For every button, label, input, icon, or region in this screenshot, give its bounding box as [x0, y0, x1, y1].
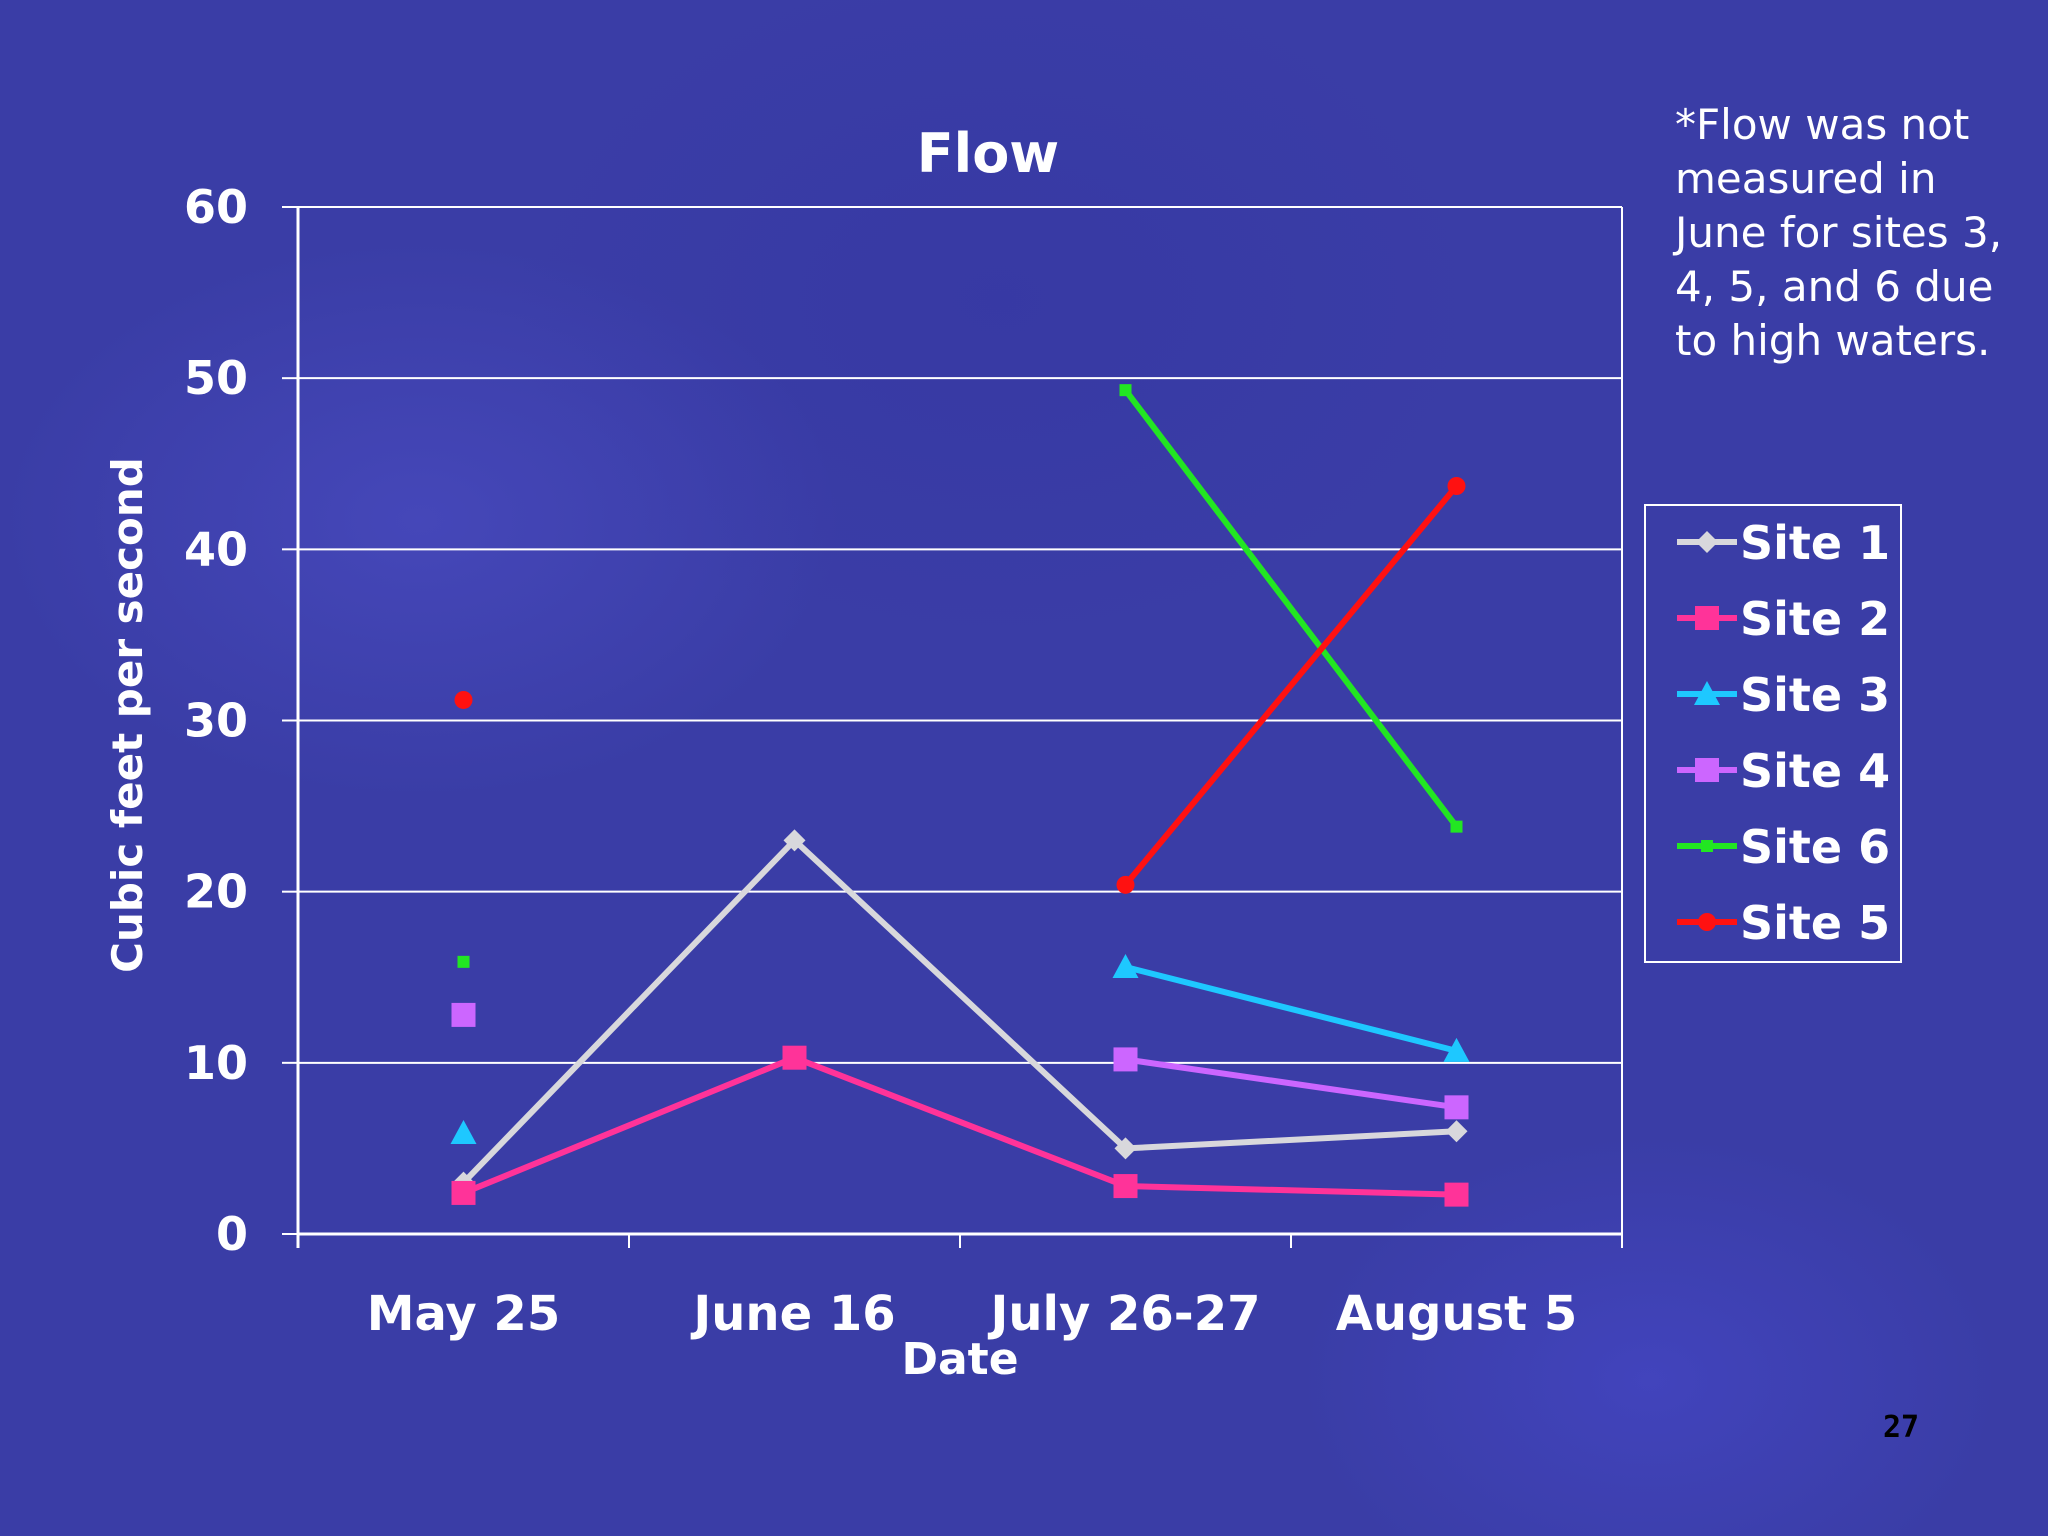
legend-entry: Site 2	[1677, 592, 1890, 646]
data-point-site-2	[1113, 1174, 1138, 1199]
data-point-site-6	[1119, 384, 1132, 397]
series-site-2	[451, 1045, 1469, 1207]
series-line	[1122, 963, 1460, 1054]
data-point-site-5	[1447, 477, 1466, 496]
y-tick-label: 50	[184, 351, 248, 405]
legend-label: Site 2	[1740, 592, 1890, 646]
data-point-site-2	[451, 1180, 476, 1205]
data-point-site-4	[1113, 1047, 1138, 1072]
data-point-site-6	[457, 955, 470, 968]
data-point-site-3	[450, 1120, 477, 1145]
y-tick-label: 20	[184, 865, 248, 919]
x-tick-label: May 25	[367, 1286, 560, 1342]
series-site-4	[451, 1002, 1469, 1120]
data-point-site-5	[1116, 875, 1135, 894]
data-point-site-4	[451, 1002, 476, 1027]
y-axis-title: Cubic feet per second	[103, 457, 152, 973]
data-point-legend	[1694, 681, 1720, 705]
series-line	[460, 837, 798, 1186]
data-point-site-2	[1444, 1182, 1469, 1207]
legend-box	[1644, 504, 1902, 963]
legend-label: Site 1	[1740, 516, 1890, 570]
legend-entry: Site 4	[1677, 744, 1890, 798]
data-point-site-1	[1445, 1120, 1468, 1143]
legend-label: Site 6	[1740, 820, 1890, 874]
legend-entry: Site 5	[1677, 896, 1890, 950]
y-tick-label: 10	[184, 1036, 248, 1090]
y-tick-label: 30	[184, 694, 248, 748]
legend-entry: Site 1	[1677, 516, 1890, 570]
data-point-site-2	[782, 1045, 807, 1070]
x-tick-label: August 5	[1336, 1286, 1577, 1342]
series-line	[1122, 483, 1460, 888]
data-point-site-1	[1114, 1137, 1137, 1160]
series-site-1	[452, 829, 1468, 1194]
page-number: 27	[1883, 1410, 1920, 1445]
legend: Site 1 Site 2 Site 3 Site 4 Site 6 Site 5	[1644, 504, 1902, 963]
x-tick-label: June 16	[690, 1286, 895, 1342]
series-line	[1122, 1128, 1460, 1152]
footnote: *Flow was not measured in June for sites…	[1675, 100, 2016, 365]
series-line	[1122, 1183, 1460, 1198]
y-tick-label: 60	[184, 180, 248, 234]
data-point-site-1	[783, 829, 806, 852]
series-site-5	[454, 477, 1466, 894]
y-tick-label: 40	[184, 522, 248, 576]
series-site-3	[450, 953, 1470, 1145]
data-point-legend	[1696, 531, 1718, 553]
axes: 0 10 20 30 40 50 60 May 25 June 16 July 26-27 Augu…	[184, 180, 1623, 1342]
legend-entry: Site 3	[1677, 668, 1890, 722]
series-site-6	[457, 384, 1463, 968]
x-axis-title: Date	[901, 1334, 1018, 1385]
series	[450, 384, 1470, 1207]
data-point-legend	[1695, 758, 1719, 782]
series-line	[460, 1054, 798, 1196]
legend-entry: Site 6	[1677, 820, 1890, 874]
data-point-legend	[1698, 913, 1716, 931]
legend-label: Site 3	[1740, 668, 1890, 722]
data-point-site-3	[1443, 1037, 1470, 1062]
data-point-legend	[1695, 606, 1719, 630]
series-line	[1122, 1056, 1460, 1111]
legend-label: Site 5	[1740, 896, 1890, 950]
data-point-site-5	[454, 690, 473, 709]
legend-label: Site 4	[1740, 744, 1890, 798]
x-tick-label: July 26-27	[988, 1286, 1261, 1342]
y-tick-label: 0	[216, 1207, 248, 1261]
data-point-legend	[1701, 840, 1713, 852]
gridlines	[298, 377, 1622, 1064]
data-point-site-3	[1112, 953, 1139, 978]
series-line	[1122, 387, 1460, 830]
data-point-site-6	[1450, 820, 1463, 833]
data-point-site-4	[1444, 1095, 1469, 1120]
series-line	[791, 837, 1129, 1152]
series-line	[791, 1054, 1129, 1190]
chart-title: Flow	[917, 122, 1059, 185]
